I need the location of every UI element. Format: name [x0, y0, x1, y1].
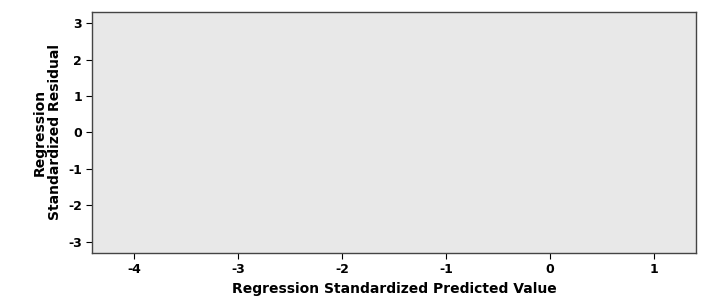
Y-axis label: Regression
Standardized Residual: Regression Standardized Residual [32, 44, 62, 221]
X-axis label: Regression Standardized Predicted Value: Regression Standardized Predicted Value [231, 282, 557, 296]
